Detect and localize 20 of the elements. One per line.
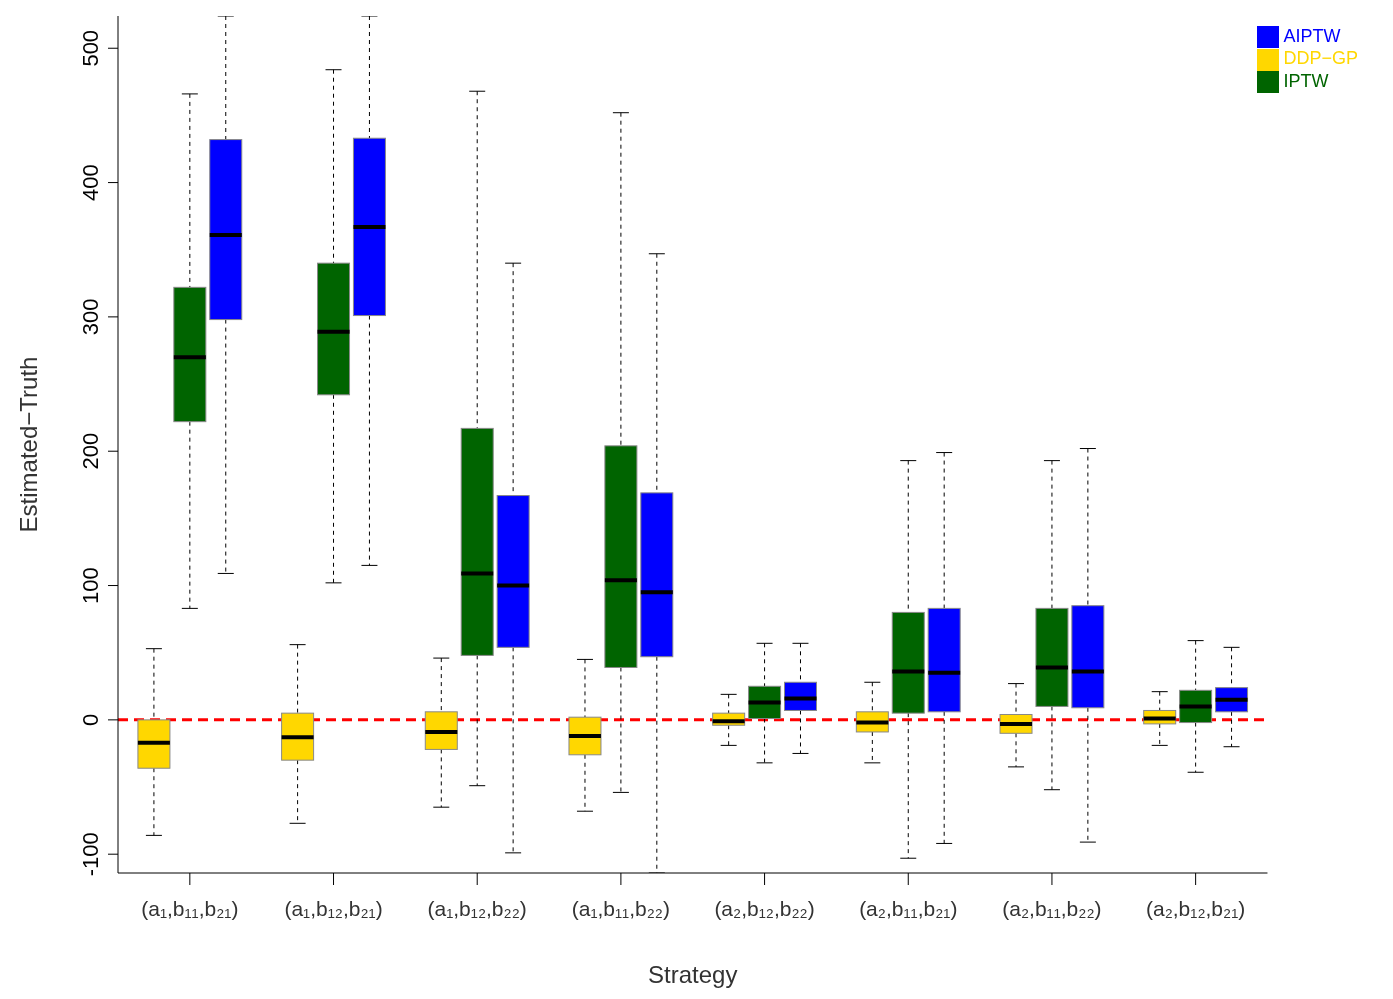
y-tick-label: 300 <box>78 298 103 336</box>
x-tick-label: (a₂,b₁₁,b₂₂) <box>1002 896 1102 920</box>
x-tick-label: (a₂,b₁₁,b₂₁) <box>859 896 958 920</box>
x-tick-label: (a₁,b₁₁,b₂₂) <box>571 896 671 920</box>
legend-label: IPTW <box>1283 70 1329 91</box>
y-tick-label: 0 <box>78 713 103 726</box>
x-tick-label: (a₁,b₁₂,b₂₂) <box>427 896 527 920</box>
legend-label: DDP−GP <box>1283 48 1358 69</box>
x-axis-title: Strategy <box>648 961 738 988</box>
y-tick-label: 100 <box>78 567 103 604</box>
legend-label: AIPTW <box>1283 26 1341 46</box>
x-tick-label: (a₁,b₁₂,b₂₁) <box>284 896 383 920</box>
x-tick-label: (a₂,b₁₂,b₂₁) <box>1145 896 1246 920</box>
y-tick-label: 400 <box>78 164 103 201</box>
y-axis-title: Estimated−Truth <box>14 356 42 533</box>
x-tick-label: (a₁,b₁₁,b₂₁) <box>141 896 239 920</box>
y-tick-label: 500 <box>78 29 103 67</box>
y-tick-label: 200 <box>78 432 103 470</box>
x-tick-label: (a₂,b₁₂,b₂₂) <box>714 896 815 920</box>
y-tick-label: -100 <box>78 832 103 877</box>
